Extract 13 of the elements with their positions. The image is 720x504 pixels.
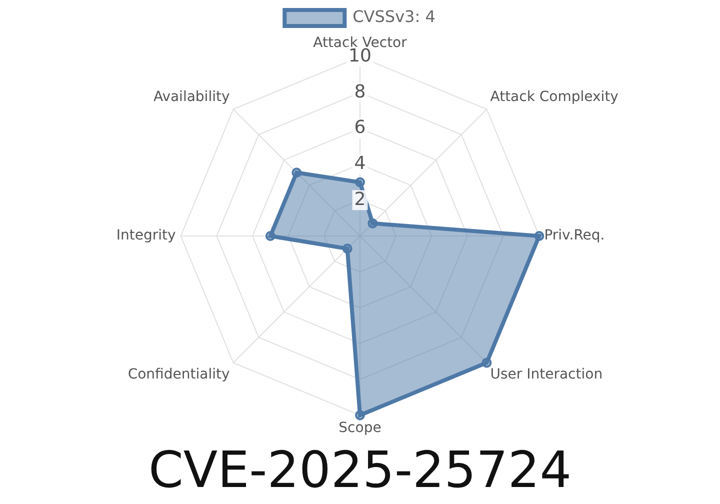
y-tick-label: 8 bbox=[354, 81, 366, 102]
y-tick-label: 2 bbox=[354, 188, 366, 210]
legend-label: CVSSv3: 4 bbox=[352, 7, 436, 26]
spoke-label: Priv.Req. bbox=[544, 228, 605, 244]
y-tick-label: 6 bbox=[354, 117, 366, 138]
spoke-label: User Interaction bbox=[490, 366, 603, 382]
y-tick-label: 4 bbox=[354, 152, 366, 174]
spoke-label: Confidentiality bbox=[128, 366, 230, 382]
spoke-label: Attack Complexity bbox=[490, 88, 618, 105]
text: CVE-2025-25724 bbox=[148, 440, 572, 499]
spoke-label: Integrity bbox=[116, 228, 176, 244]
spoke-label: Scope bbox=[338, 420, 382, 436]
spoke-label: Availability bbox=[153, 88, 230, 105]
